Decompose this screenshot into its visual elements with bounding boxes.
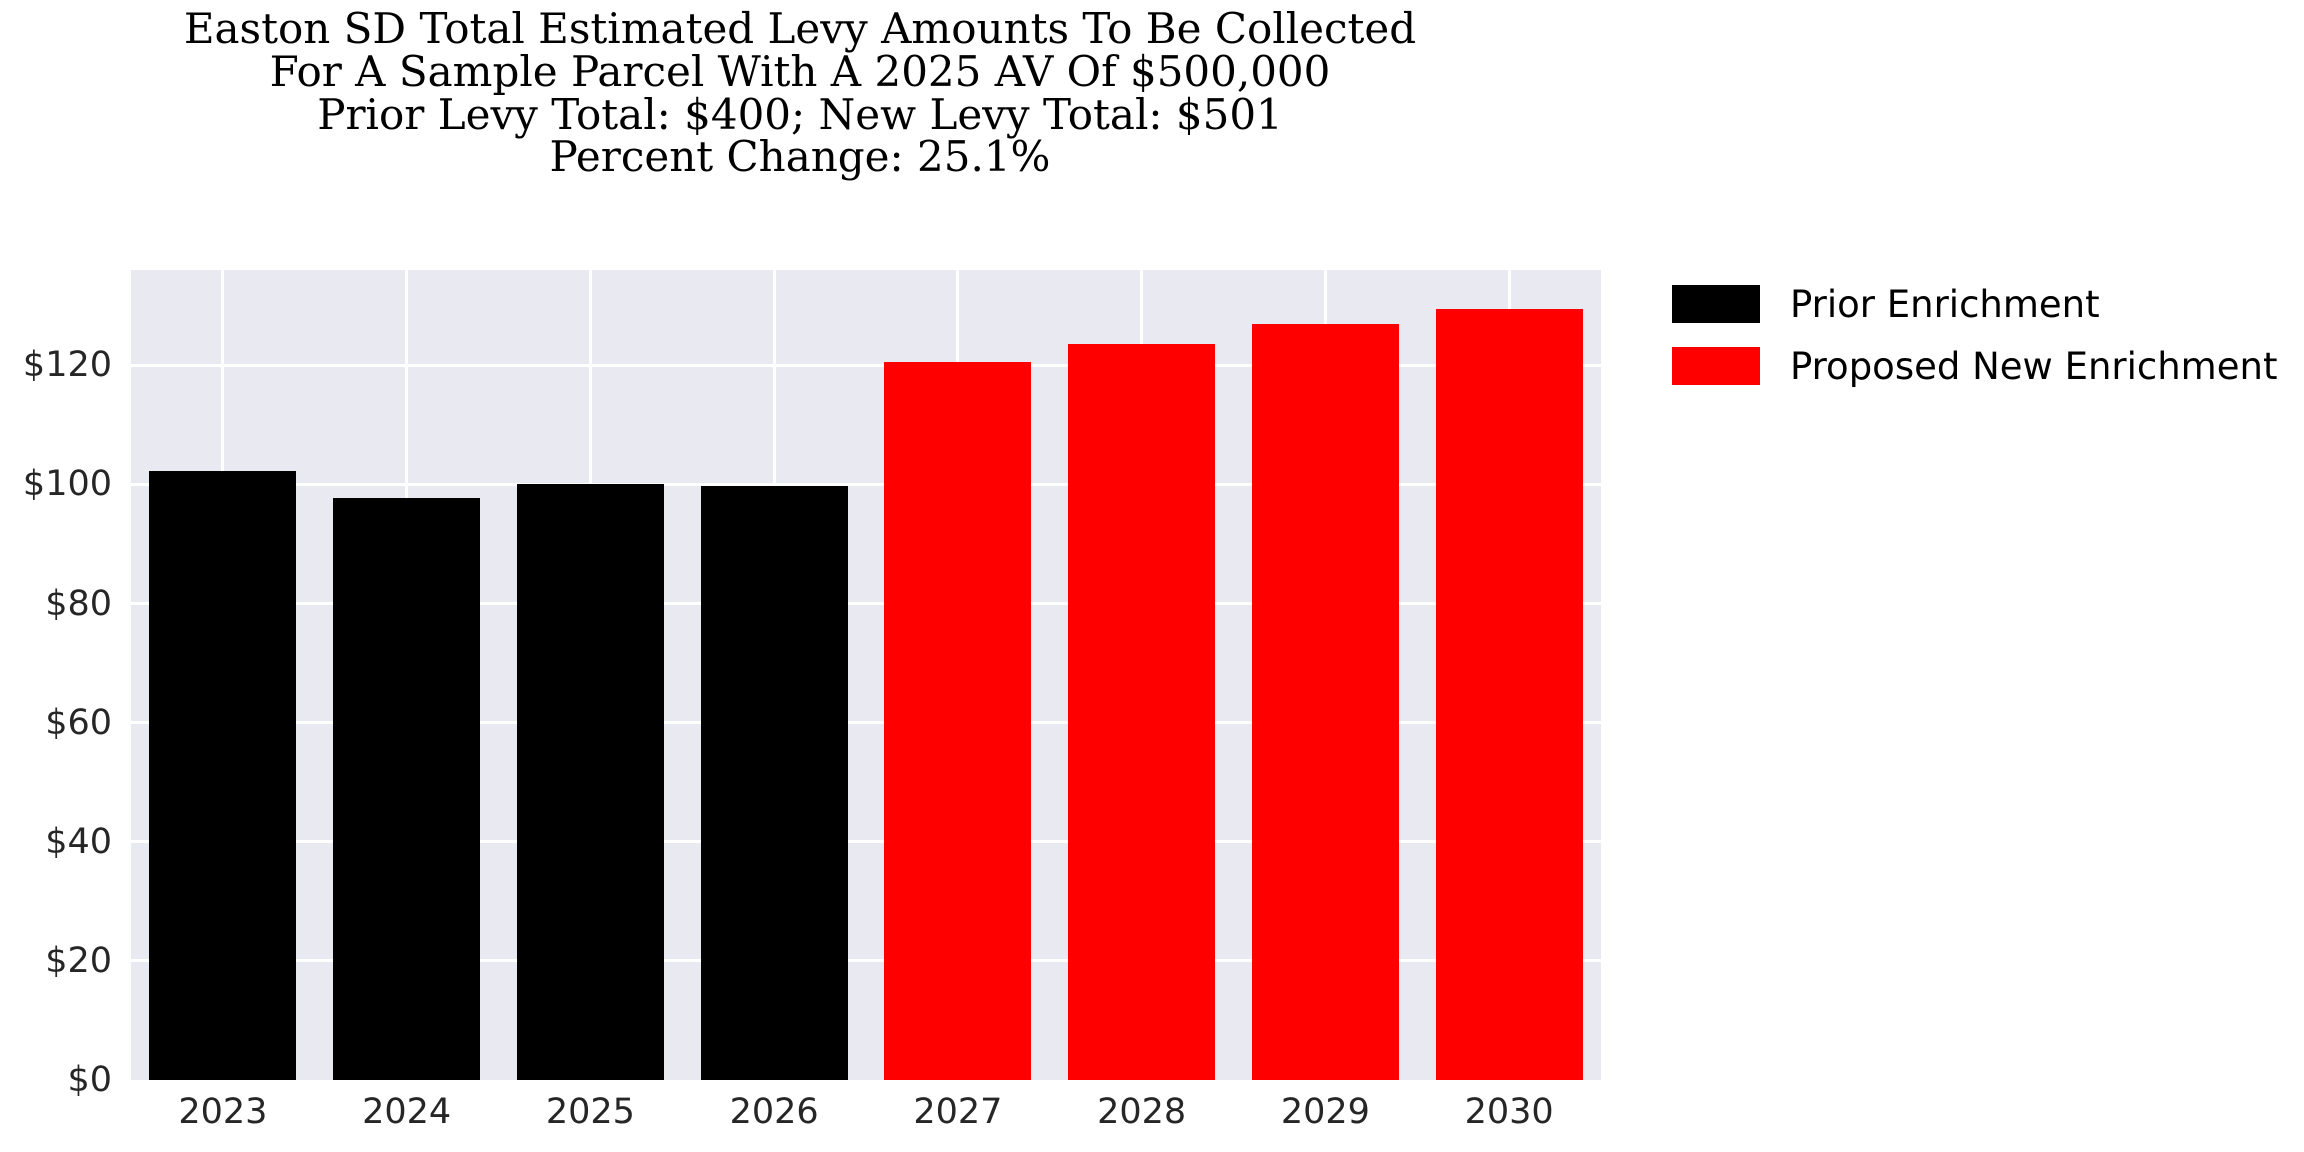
y-tick-label: $60 — [45, 702, 112, 743]
gridline-horizontal — [131, 959, 1601, 963]
bar-2030[interactable] — [1435, 308, 1583, 1080]
bar-2026[interactable] — [700, 486, 848, 1080]
bar-2028[interactable] — [1068, 344, 1216, 1080]
gridline-horizontal — [131, 482, 1601, 486]
gridline-horizontal — [131, 840, 1601, 844]
legend-swatch-prior-enrichment — [1672, 285, 1760, 323]
legend-item-proposed-new-enrichment[interactable]: Proposed New Enrichment — [1672, 338, 2277, 394]
legend-swatch-proposed-new-enrichment — [1672, 347, 1760, 385]
legend-label-prior-enrichment: Prior Enrichment — [1790, 282, 2100, 326]
x-tick-label: 2023 — [178, 1092, 268, 1132]
bar-2023[interactable] — [149, 470, 297, 1080]
y-tick-label: $100 — [22, 464, 112, 505]
x-tick-label: 2024 — [362, 1092, 452, 1132]
title-line-1: Easton SD Total Estimated Levy Amounts T… — [183, 4, 1417, 53]
chart-legend: Prior Enrichment Proposed New Enrichment — [1672, 276, 2277, 400]
bar-2025[interactable] — [516, 484, 664, 1080]
y-tick-label: $0 — [67, 1060, 112, 1100]
x-tick-label: 2027 — [913, 1092, 1003, 1132]
plot-area — [131, 270, 1601, 1080]
bar-2029[interactable] — [1251, 323, 1399, 1080]
gridline-horizontal — [131, 363, 1601, 367]
gridline-horizontal — [131, 721, 1601, 725]
y-tick-label: $20 — [45, 940, 112, 981]
bar-2024[interactable] — [333, 498, 481, 1080]
bar-2027[interactable] — [884, 362, 1032, 1080]
x-tick-label: 2029 — [1280, 1092, 1370, 1132]
chart-title: Easton SD Total Estimated Levy Amounts T… — [0, 4, 1600, 182]
x-tick-label: 2026 — [729, 1092, 819, 1132]
gridline-horizontal — [131, 602, 1601, 606]
y-tick-label: $40 — [45, 821, 112, 862]
legend-label-proposed-new-enrichment: Proposed New Enrichment — [1790, 344, 2278, 388]
title-line-2: For A Sample Parcel With A 2025 AV Of $5… — [269, 46, 1331, 96]
title-line-3: Prior Levy Total: $400; New Levy Total: … — [317, 89, 1283, 139]
x-tick-label: 2025 — [545, 1092, 635, 1132]
title-line-4: Percent Change: 25.1% — [549, 132, 1051, 182]
x-tick-label: 2030 — [1464, 1092, 1554, 1132]
y-tick-label: $80 — [45, 583, 112, 624]
y-tick-label: $120 — [22, 345, 112, 386]
legend-item-prior-enrichment[interactable]: Prior Enrichment — [1672, 276, 2272, 332]
x-tick-label: 2028 — [1097, 1092, 1187, 1132]
